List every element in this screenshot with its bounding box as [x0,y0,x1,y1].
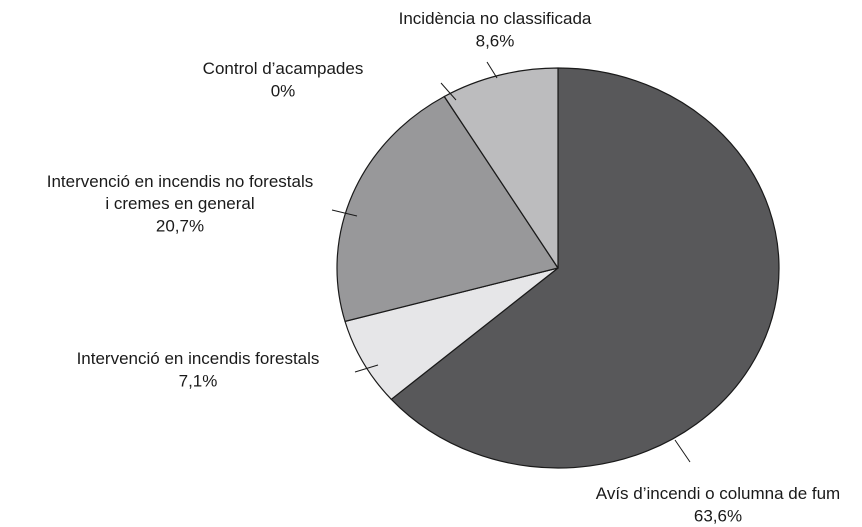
category-label: Incidència no classificada [399,9,592,28]
leader-line [354,364,379,373]
value-label: 8,6% [476,31,515,50]
pie-slice [336,95,559,322]
category-label: Avís d’incendi o columna de fum [596,484,840,503]
value-label: 63,6% [694,506,742,525]
category-label: Intervenció en incendis forestals [77,349,320,368]
leader-line [331,209,358,217]
category-label: Control d’acampades [203,59,364,78]
pie-slice [390,67,780,469]
pie [336,67,780,469]
leader-line [486,61,498,79]
value-label: 7,1% [179,371,218,390]
leader-line [674,439,691,463]
value-label: 20,7% [156,216,204,235]
labels: Avís d’incendi o columna de fum 63,6% Inte… [47,9,840,525]
pie-slice [443,67,559,269]
value-label: 0% [271,81,296,100]
category-label: Intervenció en incendis no forestals i cr… [47,172,314,213]
leader-line [440,82,457,101]
